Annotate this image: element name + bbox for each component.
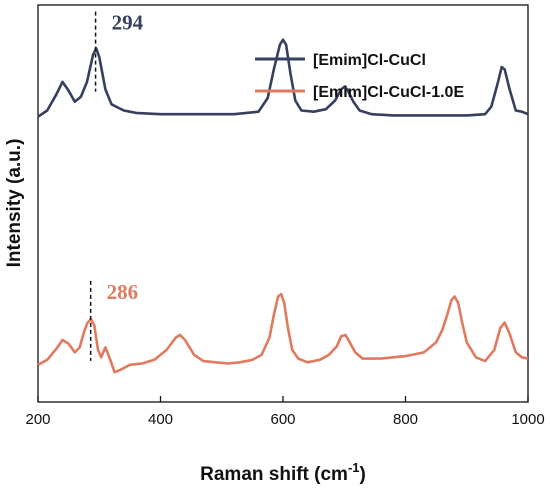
x-axis-title-main: Raman shift (cm <box>200 464 348 485</box>
x-tick-label-3: 600 <box>270 411 295 428</box>
x-axis-title-suffix: ) <box>360 464 366 485</box>
x-ticks: 200 400 600 800 1000 <box>25 396 545 428</box>
series-line-1 <box>37 38 529 118</box>
plot-frame <box>37 4 529 403</box>
x-tick-label-5: 1000 <box>511 411 544 428</box>
legend: [Emim]Cl-CuCl [Emim]Cl-CuCl-1.0E <box>255 52 464 101</box>
x-tick-label-1: 200 <box>25 411 50 428</box>
annotation-layer: 294 286 <box>89 11 144 361</box>
x-axis-title: Raman shift (cm-1) <box>200 460 366 485</box>
x-tick-label-4: 800 <box>393 411 418 428</box>
legend-label-series-2: [Emim]Cl-CuCl-1.0E <box>313 84 464 101</box>
x-axis-title-superscript: -1 <box>348 460 360 475</box>
peak-label-1: 294 <box>112 11 144 35</box>
legend-label-series-1: [Emim]Cl-CuCl <box>313 52 426 69</box>
y-axis-title: Intensity (a.u.) <box>4 139 25 268</box>
peak-label-2: 286 <box>107 280 139 304</box>
x-tick-label-2: 400 <box>148 411 173 428</box>
series-line-2 <box>37 292 529 374</box>
